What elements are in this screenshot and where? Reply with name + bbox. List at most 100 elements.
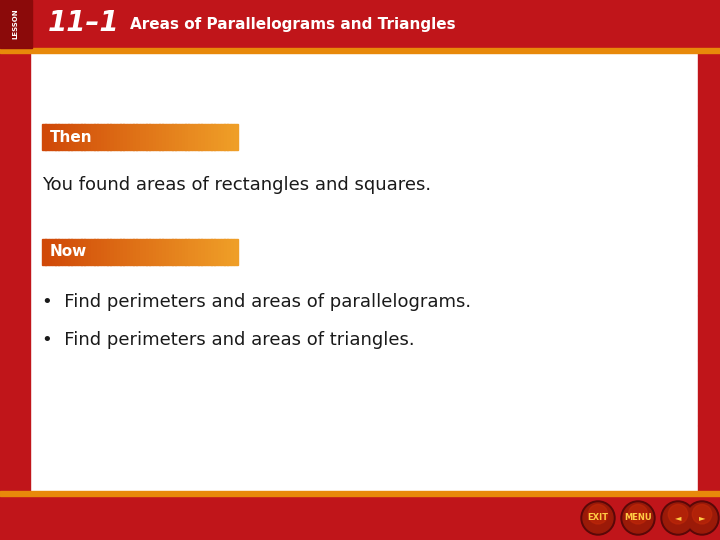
Bar bbox=[204, 239, 208, 265]
Bar bbox=[215, 239, 218, 265]
Bar bbox=[68, 239, 72, 265]
Bar bbox=[104, 239, 107, 265]
Bar bbox=[228, 124, 231, 150]
Bar bbox=[208, 124, 212, 150]
Bar bbox=[179, 239, 182, 265]
Bar bbox=[127, 124, 130, 150]
Bar bbox=[110, 124, 114, 150]
Bar bbox=[188, 239, 192, 265]
Bar bbox=[0, 0, 30, 540]
Bar bbox=[97, 124, 101, 150]
Bar bbox=[192, 124, 195, 150]
Bar bbox=[88, 239, 91, 265]
Bar bbox=[204, 124, 208, 150]
Bar bbox=[71, 124, 75, 150]
Bar bbox=[114, 239, 117, 265]
Bar bbox=[55, 239, 59, 265]
Bar bbox=[114, 124, 117, 150]
Bar bbox=[133, 239, 137, 265]
Bar bbox=[202, 239, 205, 265]
Bar bbox=[136, 239, 140, 265]
Bar bbox=[143, 239, 146, 265]
Text: •  Find perimeters and areas of triangles.: • Find perimeters and areas of triangles… bbox=[42, 331, 415, 349]
Bar bbox=[156, 239, 160, 265]
Circle shape bbox=[685, 501, 719, 535]
Bar bbox=[52, 124, 55, 150]
Bar bbox=[149, 239, 153, 265]
Bar bbox=[234, 239, 238, 265]
Bar bbox=[194, 124, 199, 150]
Bar bbox=[211, 124, 215, 150]
Bar bbox=[52, 239, 55, 265]
Text: ◄: ◄ bbox=[675, 514, 681, 523]
Bar bbox=[162, 239, 166, 265]
Text: 11–1: 11–1 bbox=[48, 9, 120, 37]
Bar bbox=[172, 239, 176, 265]
Bar bbox=[230, 239, 234, 265]
Bar bbox=[192, 239, 195, 265]
Bar bbox=[45, 124, 49, 150]
Bar bbox=[185, 239, 189, 265]
Text: Then: Then bbox=[50, 130, 93, 145]
Bar bbox=[84, 124, 88, 150]
Bar bbox=[120, 124, 124, 150]
Circle shape bbox=[661, 501, 695, 535]
Bar bbox=[107, 124, 111, 150]
Bar bbox=[185, 124, 189, 150]
Bar bbox=[45, 239, 49, 265]
Circle shape bbox=[588, 504, 608, 524]
Bar bbox=[74, 124, 78, 150]
Bar bbox=[221, 239, 225, 265]
Bar bbox=[0, 48, 720, 53]
Bar bbox=[133, 124, 137, 150]
Bar bbox=[117, 124, 120, 150]
Bar bbox=[149, 124, 153, 150]
Circle shape bbox=[668, 504, 688, 524]
Bar bbox=[81, 124, 85, 150]
Bar bbox=[211, 239, 215, 265]
Bar bbox=[159, 239, 163, 265]
Bar bbox=[168, 239, 173, 265]
Bar bbox=[143, 124, 146, 150]
Bar bbox=[146, 239, 150, 265]
Bar bbox=[130, 239, 133, 265]
Bar bbox=[146, 124, 150, 150]
Bar bbox=[175, 239, 179, 265]
Circle shape bbox=[629, 504, 648, 524]
Bar bbox=[168, 124, 173, 150]
Bar bbox=[181, 124, 186, 150]
Bar bbox=[123, 239, 127, 265]
Bar bbox=[65, 239, 68, 265]
Bar bbox=[61, 124, 66, 150]
Bar bbox=[74, 239, 78, 265]
Bar bbox=[42, 239, 46, 265]
Bar bbox=[224, 239, 228, 265]
Text: •  Find perimeters and areas of parallelograms.: • Find perimeters and areas of parallelo… bbox=[42, 293, 471, 311]
Circle shape bbox=[621, 501, 655, 535]
Bar bbox=[58, 239, 62, 265]
Bar bbox=[101, 239, 104, 265]
Bar bbox=[97, 239, 101, 265]
Bar bbox=[65, 124, 68, 150]
Bar bbox=[221, 124, 225, 150]
Bar bbox=[153, 124, 156, 150]
Bar bbox=[127, 239, 130, 265]
Bar bbox=[71, 239, 75, 265]
Bar bbox=[162, 124, 166, 150]
Bar bbox=[101, 124, 104, 150]
Bar bbox=[224, 124, 228, 150]
Circle shape bbox=[687, 503, 717, 533]
Bar bbox=[0, 0, 720, 48]
Bar bbox=[0, 0, 32, 48]
Circle shape bbox=[692, 504, 712, 524]
Text: LESSON: LESSON bbox=[12, 9, 18, 39]
Bar bbox=[130, 124, 133, 150]
Bar bbox=[0, 491, 720, 496]
Bar bbox=[202, 124, 205, 150]
Bar bbox=[215, 124, 218, 150]
Bar bbox=[94, 239, 98, 265]
Text: Now: Now bbox=[50, 245, 87, 260]
Bar bbox=[68, 124, 72, 150]
Bar bbox=[88, 124, 91, 150]
Bar bbox=[78, 124, 81, 150]
